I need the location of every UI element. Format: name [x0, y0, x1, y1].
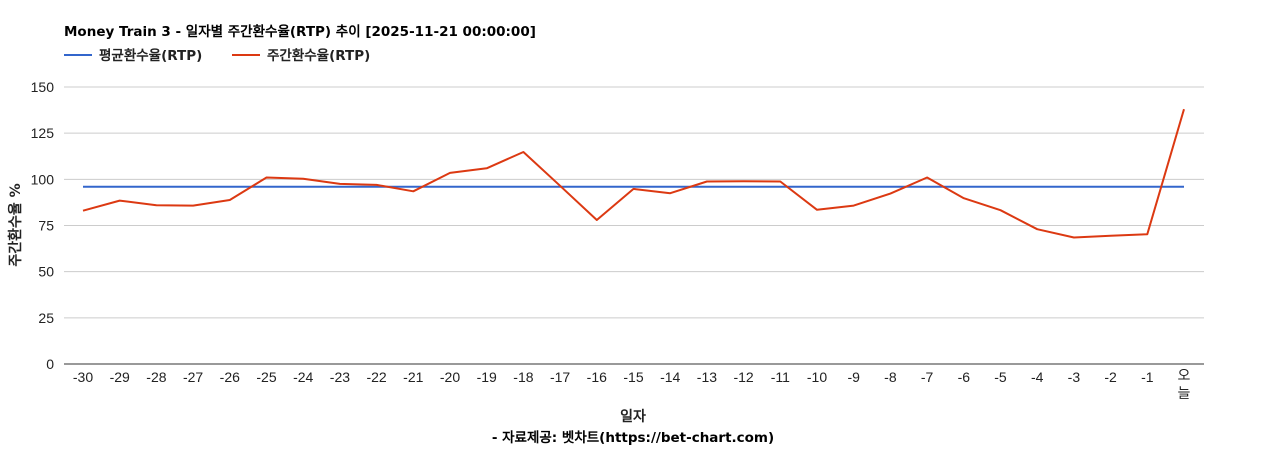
- x-tick-label: -17: [550, 369, 570, 385]
- x-tick-label: -5: [994, 369, 1007, 385]
- legend-label-2: 주간환수율(RTP): [267, 47, 370, 64]
- x-tick-label: -9: [847, 369, 860, 385]
- x-tick-label: -8: [884, 369, 897, 385]
- series-line-2: [82, 108, 1185, 239]
- x-tick-label: -30: [73, 369, 93, 385]
- x-tick-label: -16: [587, 369, 607, 385]
- y-tick-label: 75: [38, 218, 54, 234]
- x-tick-label: -4: [1031, 369, 1044, 385]
- x-axis-ticks: -30 -29 -28 -27 -26 -25 -24 -23 -22 -21 -20 -19 -18 -…: [73, 367, 1191, 401]
- legend: 평균환수율(RTP) 주간환수율(RTP): [64, 47, 370, 64]
- x-tick-label: -1: [1141, 369, 1154, 385]
- x-tick-label: -6: [958, 369, 971, 385]
- x-tick-label: -15: [623, 369, 643, 385]
- x-tick-label: -18: [513, 369, 533, 385]
- x-tick-label: -3: [1068, 369, 1081, 385]
- x-tick-label: -10: [807, 369, 827, 385]
- grid-lines: [64, 86, 1204, 365]
- x-tick-label: -24: [293, 369, 313, 385]
- y-tick-label: 25: [38, 310, 54, 326]
- y-tick-label: 100: [31, 171, 55, 187]
- y-axis-label: 주간환수율 %: [7, 183, 24, 266]
- x-tick-label: -12: [733, 369, 753, 385]
- y-tick-label: 50: [38, 264, 54, 280]
- x-tick-label: -22: [366, 369, 386, 385]
- x-tick-label: -14: [660, 369, 680, 385]
- x-tick-label: -21: [403, 369, 423, 385]
- y-tick-label: 150: [31, 79, 55, 95]
- x-tick-label: -20: [440, 369, 460, 385]
- x-tick-label: -26: [220, 369, 240, 385]
- x-axis-label: 일자: [620, 409, 646, 425]
- legend-label-1: 평균환수율(RTP): [99, 47, 202, 64]
- source-note: - 자료제공: 벳차트(https://bet-chart.com): [492, 429, 774, 446]
- x-tick-label: -27: [183, 369, 203, 385]
- x-tick-label: -13: [697, 369, 717, 385]
- x-tick-label: -28: [146, 369, 166, 385]
- x-tick-label: -19: [477, 369, 497, 385]
- x-tick-label: -11: [771, 369, 790, 385]
- y-axis-ticks: 0 25 50 75 100 125 150: [31, 79, 55, 372]
- x-tick-label: -2: [1104, 369, 1117, 385]
- x-tick-label: -7: [921, 369, 934, 385]
- chart-title: Money Train 3 - 일자별 주간환수율(RTP) 추이 [2025-…: [64, 23, 536, 40]
- y-tick-label: 125: [31, 125, 55, 141]
- x-tick-label: -25: [256, 369, 276, 385]
- x-tick-label: -23: [330, 369, 350, 385]
- series-layer: [82, 108, 1185, 239]
- x-tick-label: -29: [110, 369, 130, 385]
- y-tick-label: 0: [46, 356, 54, 372]
